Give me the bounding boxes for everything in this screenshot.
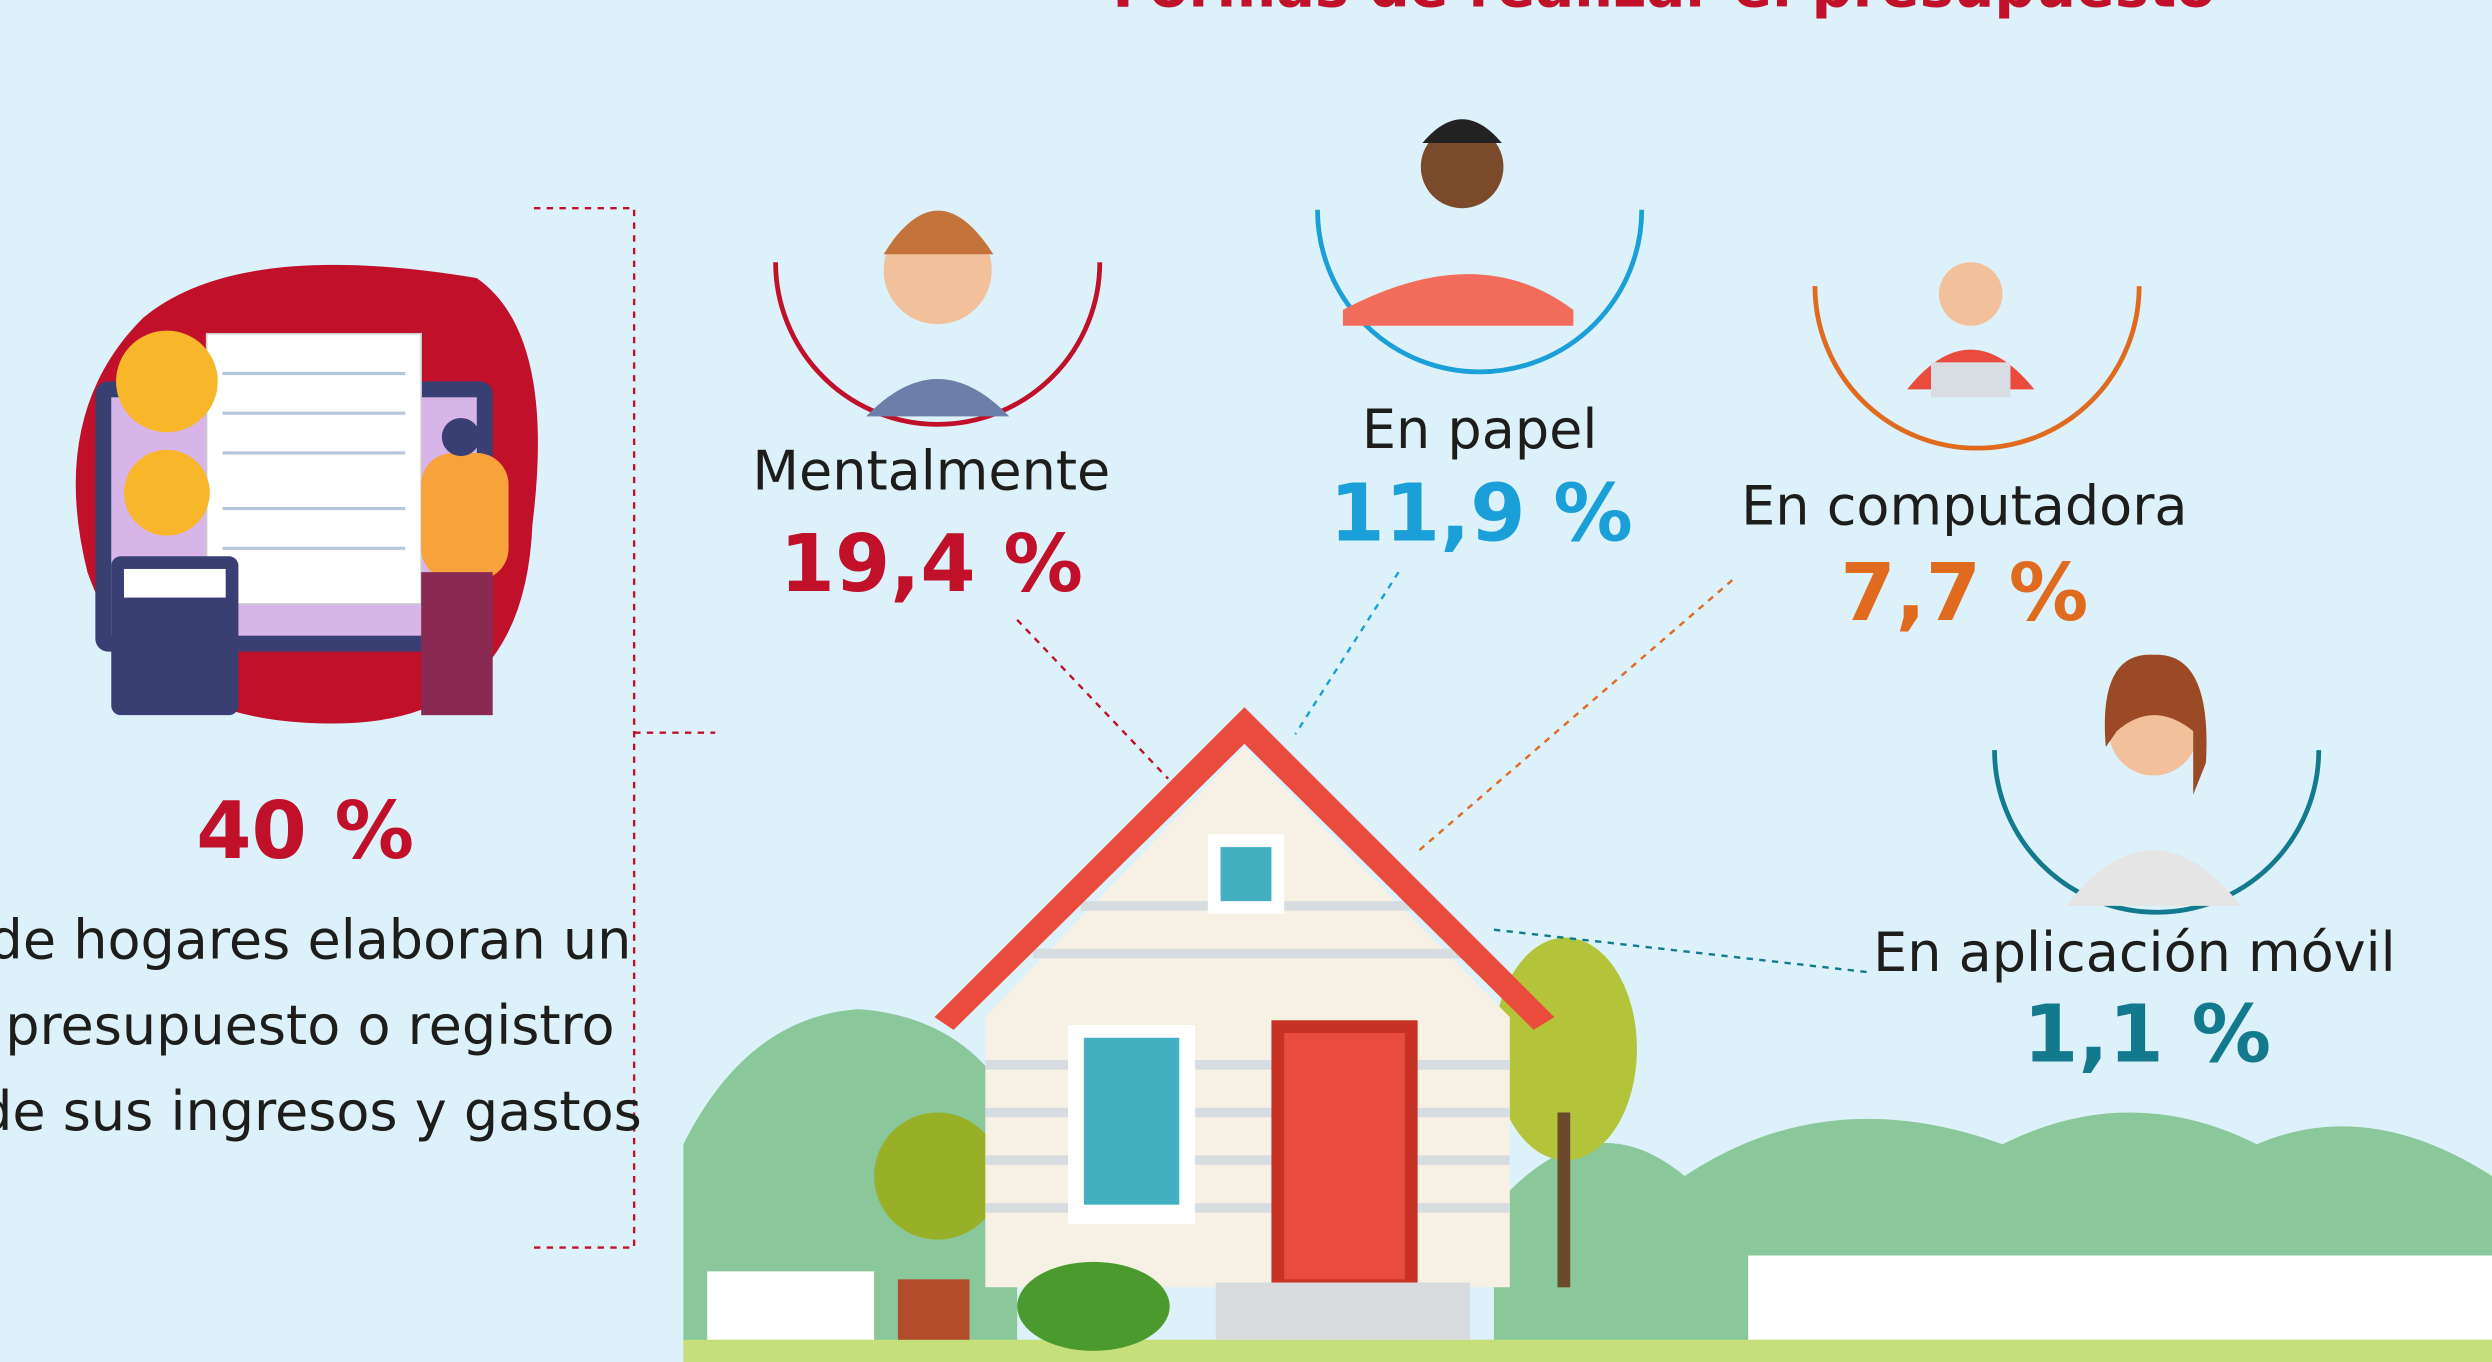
method-label: En papel <box>1362 398 1597 461</box>
method-label: Mentalmente <box>752 439 1110 502</box>
method-percent: 7,7 % <box>1840 546 2088 639</box>
page: Formas de realizar el presupuesto 40 % d… <box>0 0 2492 1362</box>
method-label: En aplicación móvil <box>1873 921 2396 984</box>
summary-line: presupuesto o registro <box>5 994 614 1057</box>
method-percent: 1,1 % <box>2023 988 2271 1081</box>
title: Formas de realizar el presupuesto <box>1112 0 2215 20</box>
infographic: Formas de realizar el presupuesto 40 % d… <box>0 0 2492 1362</box>
method-percent: 19,4 % <box>780 517 1083 610</box>
summary-line: de sus ingresos y gastos <box>0 1080 642 1143</box>
method-percent: 11,9 % <box>1330 466 1633 559</box>
method-label: En computadora <box>1741 474 2187 537</box>
budget-illustration <box>76 265 538 724</box>
summary-percent: 40 % <box>196 784 414 877</box>
summary-line: de hogares elaboran un <box>0 908 631 971</box>
